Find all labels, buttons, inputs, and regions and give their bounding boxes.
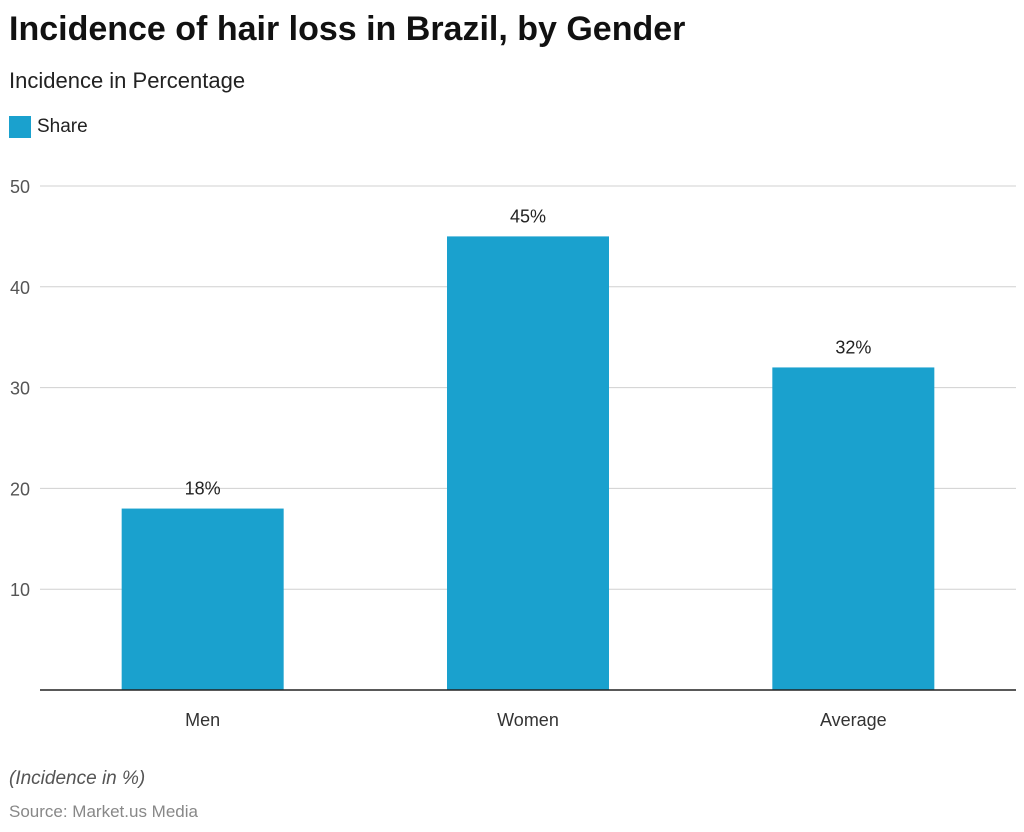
bar-men	[121, 508, 284, 690]
x-tick-label: Average	[820, 710, 887, 730]
legend-label-share: Share	[37, 116, 88, 137]
y-tick-label: 50	[10, 177, 30, 197]
chart-title: Incidence of hair loss in Brazil, by Gen…	[9, 10, 686, 48]
legend-swatch-share	[9, 116, 31, 138]
y-tick-label: 10	[10, 580, 30, 600]
y-tick-label: 20	[10, 479, 30, 499]
legend: Share	[9, 116, 88, 138]
x-tick-label: Women	[497, 710, 559, 730]
data-label: 32%	[835, 337, 871, 357]
bar-women	[447, 236, 609, 690]
x-tick-label: Men	[185, 710, 220, 730]
y-tick-label: 40	[10, 278, 30, 298]
chart-subtitle: Incidence in Percentage	[9, 68, 246, 93]
footnote: (Incidence in %)	[9, 768, 146, 789]
data-label: 18%	[185, 479, 221, 499]
source-text: Source: Market.us Media	[9, 802, 198, 821]
bar-average	[772, 367, 935, 690]
data-label: 45%	[510, 206, 546, 226]
y-tick-label: 30	[10, 379, 30, 399]
